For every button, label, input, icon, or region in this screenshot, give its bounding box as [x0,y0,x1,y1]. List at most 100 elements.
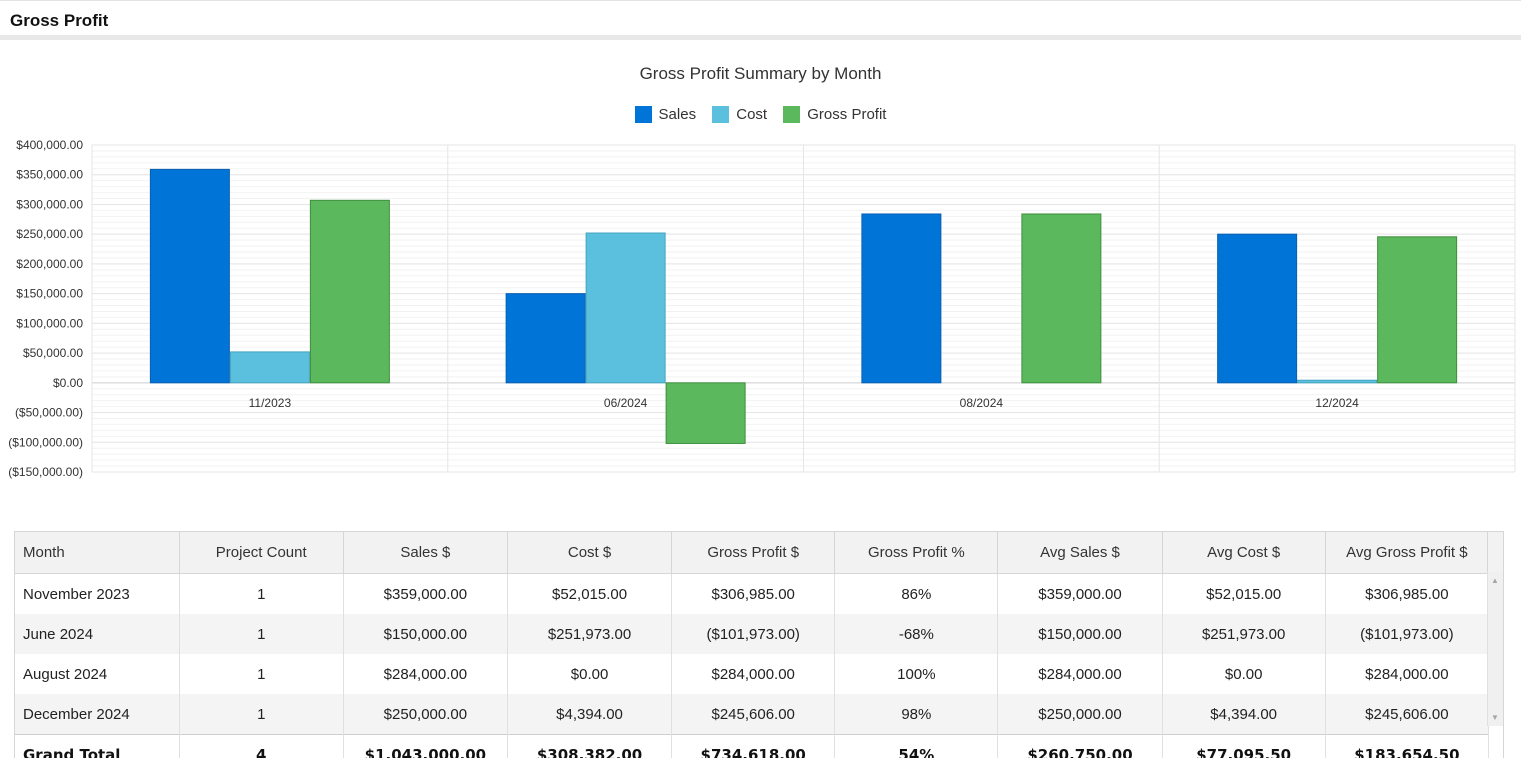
table-header-row: Month Project Count Sales $ Cost $ Gross… [15,532,1490,574]
cell-gross-profit-pct: -68% [834,614,999,654]
cell-month: August 2024 [15,654,180,694]
cell-gross-profit: $245,606.00 [671,694,836,735]
column-header-avg-gross-profit[interactable]: Avg Gross Profit $ [1325,532,1490,574]
table-row[interactable]: August 2024 1 $284,000.00 $0.00 $284,000… [15,654,1490,694]
y-tick-label: $400,000.00 [16,138,83,152]
legend-swatch-gross-profit [783,106,801,123]
total-gross-profit: $734,618.00 [671,734,836,758]
cell-gross-profit-pct: 100% [834,654,999,694]
cell-cost: $0.00 [507,654,673,694]
cell-avg-sales: $359,000.00 [997,573,1163,614]
legend-label-sales: Sales [658,106,697,123]
cell-cost: $251,973.00 [507,614,673,654]
cell-month: November 2023 [15,573,180,614]
column-header-cost[interactable]: Cost $ [507,532,673,574]
cell-sales: $359,000.00 [343,573,508,614]
y-tick-label: $0.00 [53,376,83,390]
cell-gross-profit-pct: 98% [834,694,999,735]
table-row[interactable]: December 2024 1 $250,000.00 $4,394.00 $2… [15,694,1490,735]
bar-gross-profit [1377,236,1458,384]
legend-item-cost[interactable]: Cost [712,106,767,123]
bar-gross-profit [665,382,746,444]
total-cost: $308,382.00 [507,734,673,758]
cell-avg-cost: $52,015.00 [1162,573,1326,614]
legend-swatch-cost [712,106,730,123]
cell-sales: $250,000.00 [343,694,508,735]
gross-profit-chart: Gross Profit Summary by Month Sales Cost… [0,44,1521,484]
cell-project-count: 1 [179,573,344,614]
column-header-sales[interactable]: Sales $ [343,532,508,574]
total-avg-cost: $77,095.50 [1162,734,1326,758]
cell-avg-cost: $0.00 [1162,654,1326,694]
column-header-gross-profit-pct[interactable]: Gross Profit % [834,532,999,574]
table-row[interactable]: June 2024 1 $150,000.00 $251,973.00 ($10… [15,614,1490,654]
cell-avg-gross-profit: $284,000.00 [1325,654,1490,694]
legend-label-gross-profit: Gross Profit [807,106,887,123]
cell-gross-profit-pct: 86% [834,573,999,614]
y-tick-label: ($100,000.00) [8,435,83,449]
cell-avg-gross-profit: $245,606.00 [1325,694,1490,735]
y-tick-label: $150,000.00 [16,287,83,301]
cell-month: June 2024 [15,614,180,654]
scroll-up-arrow-icon[interactable]: ▲ [1491,576,1499,585]
cell-avg-sales: $250,000.00 [997,694,1163,735]
bar-gross-profit [1021,213,1102,384]
cell-project-count: 1 [179,614,344,654]
cell-avg-sales: $284,000.00 [997,654,1163,694]
legend-item-gross-profit[interactable]: Gross Profit [783,106,886,123]
y-tick-label: $200,000.00 [16,257,83,271]
cell-avg-gross-profit: $306,985.00 [1325,573,1490,614]
column-header-avg-cost[interactable]: Avg Cost $ [1162,532,1326,574]
table-row[interactable]: November 2023 1 $359,000.00 $52,015.00 $… [15,573,1490,614]
bar-sales [149,168,230,384]
x-tick-label: 06/2024 [604,396,648,410]
x-tick-label: 08/2024 [960,396,1004,410]
cell-project-count: 1 [179,694,344,735]
cell-sales: $284,000.00 [343,654,508,694]
chart-legend: Sales Cost Gross Profit [0,106,1521,127]
cell-avg-cost: $251,973.00 [1162,614,1326,654]
column-header-month[interactable]: Month [15,532,180,574]
chart-plot: $400,000.00 $350,000.00 $300,000.00 $250,00… [8,138,1516,479]
total-project-count: 4 [179,734,344,758]
page-title: Gross Profit [10,11,109,30]
cell-avg-gross-profit: ($101,973.00) [1325,614,1490,654]
column-header-gross-profit[interactable]: Gross Profit $ [671,532,836,574]
cell-gross-profit: $306,985.00 [671,573,836,614]
cell-gross-profit: ($101,973.00) [671,614,836,654]
summary-table: Month Project Count Sales $ Cost $ Gross… [14,531,1504,758]
bar-cost [585,232,666,384]
legend-label-cost: Cost [736,106,768,123]
y-tick-label: $300,000.00 [16,197,83,211]
cell-avg-cost: $4,394.00 [1162,694,1326,735]
column-header-avg-sales[interactable]: Avg Sales $ [997,532,1163,574]
table-scrollbar[interactable]: ▲ ▼ [1487,572,1503,726]
total-avg-sales: $260,750.00 [997,734,1163,758]
total-label: Grand Total [15,734,180,758]
scrollbar-corner [1487,532,1503,572]
cell-cost: $4,394.00 [507,694,673,735]
bar-cost [1297,379,1378,384]
bar-sales [861,213,942,384]
grand-total-row: Grand Total 4 $1,043,000.00 $308,382.00 … [15,734,1490,758]
legend-item-sales[interactable]: Sales [634,106,697,123]
y-tick-label: $50,000.00 [23,346,83,360]
x-tick-label: 11/2023 [249,396,292,410]
total-sales: $1,043,000.00 [343,734,508,758]
scroll-down-arrow-icon[interactable]: ▼ [1491,713,1499,722]
cell-sales: $150,000.00 [343,614,508,654]
total-avg-gross-profit: $183,654.50 [1325,734,1490,758]
y-tick-label: ($50,000.00) [15,406,83,420]
legend-swatch-sales [634,106,652,123]
y-tick-label: $100,000.00 [16,316,83,330]
bar-sales [505,293,586,384]
cell-project-count: 1 [179,654,344,694]
cell-gross-profit: $284,000.00 [671,654,836,694]
x-tick-label: 12/2024 [1315,396,1359,410]
bar-sales [1217,233,1298,384]
y-tick-label: ($150,000.00) [8,465,83,479]
cell-avg-sales: $150,000.00 [997,614,1163,654]
total-gross-profit-pct: 54% [834,734,999,758]
column-header-project-count[interactable]: Project Count [179,532,344,574]
chart-title: Gross Profit Summary by Month [639,64,882,83]
